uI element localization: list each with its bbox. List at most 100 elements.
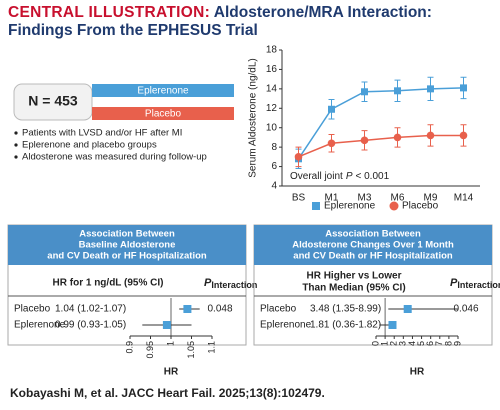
p-value: 0.046 (453, 304, 478, 315)
marker (393, 133, 402, 142)
panel-header (254, 225, 492, 265)
x-tick-label: M6 (391, 193, 405, 204)
x-tick-label: 8 (443, 341, 453, 346)
x-axis-label: HR (410, 367, 425, 378)
annotation-rest: < 0.001 (355, 171, 389, 182)
x-tick-label: 1.1 (206, 341, 216, 354)
hr-marker (183, 305, 192, 313)
marker (294, 153, 303, 161)
bullet-text: Patients with LVSD and/or HF after MI (22, 128, 182, 139)
marker (327, 139, 336, 148)
row-estimate: 3.48 (1.35-8.99) (310, 304, 381, 315)
y-tick-label: 14 (266, 83, 278, 94)
legend-label: Eplerenone (324, 201, 376, 212)
hr-marker (403, 305, 412, 313)
x-tick-label: 0 (370, 341, 380, 346)
annotation: Overall joint P < 0.001 (290, 171, 390, 182)
x-tick-label: M1 (325, 193, 339, 204)
x-tick-label: 4 (407, 341, 417, 346)
x-tick-label: 5 (416, 341, 426, 346)
annotation-p: P (346, 171, 353, 182)
p-label: P (204, 277, 212, 289)
group-bar (92, 84, 234, 97)
x-tick-label: M9 (424, 193, 438, 204)
x-tick-label: 6 (425, 341, 435, 346)
x-tick-label: 0.95 (145, 341, 155, 359)
x-tick-label: M14 (454, 193, 474, 204)
x-tick-label: 7 (434, 341, 444, 346)
marker (328, 105, 335, 113)
p-header: PInteraction (204, 277, 257, 290)
p-label: P (450, 277, 458, 289)
bullet-dot (14, 143, 18, 147)
marker (459, 131, 468, 140)
panel-title: and CV Death or HF Hospitalization (47, 251, 207, 262)
x-tick-label: 3 (398, 341, 408, 346)
column-header: HR for 1 ng/dL (95% CI) (53, 278, 164, 289)
n-box (13, 83, 93, 121)
bullet-dot (14, 131, 18, 135)
marker (426, 131, 435, 140)
bullet-dot (14, 155, 18, 159)
row-label: Placebo (260, 304, 297, 315)
row-label: Placebo (14, 304, 51, 315)
column-header: HR Higher vs Lower (306, 271, 401, 282)
x-tick-label: BS (292, 193, 306, 204)
x-tick-label: 1 (379, 341, 389, 346)
panel-title: Association Between (79, 229, 175, 240)
column-header: Than Median (95% CI) (302, 283, 405, 294)
panel-title: Baseline Aldosterone (79, 240, 176, 251)
legend-label: Placebo (402, 201, 439, 212)
series-line (297, 87, 464, 160)
group-label: Placebo (145, 109, 182, 120)
x-tick-label: 2 (389, 341, 399, 346)
header-title: Aldosterone/MRA Interaction: Findings Fr… (8, 4, 432, 39)
y-tick-label: 16 (266, 64, 278, 75)
panel-title: and CV Death or HF Hospitalization (293, 251, 453, 262)
y-tick-label: 12 (266, 103, 278, 114)
y-tick-label: 10 (266, 122, 278, 133)
marker (427, 85, 434, 93)
x-axis-label: HR (164, 367, 179, 378)
y-tick-label: 4 (271, 181, 277, 192)
x-tick-label: 0.9 (124, 341, 134, 354)
legend-marker (389, 201, 399, 211)
y-tick-label: 18 (266, 45, 278, 56)
hr-marker (162, 321, 171, 329)
x-tick-label: M3 (358, 193, 372, 204)
row-label: Eplerenone (14, 320, 66, 331)
group-bar (92, 107, 234, 120)
row-label: Eplerenone (260, 320, 312, 331)
bullet-text: Aldosterone was measured during follow-u… (22, 152, 207, 163)
bullet-text: Eplerenone and placebo groups (22, 140, 157, 151)
footer: Kobayashi M, et al. JACC Heart Fail. 202… (10, 386, 325, 400)
p-value: 0.048 (207, 304, 232, 315)
header: CENTRAL ILLUSTRATION: Aldosterone/MRA In… (8, 4, 494, 40)
row-estimate: 0.99 (0.93-1.05) (55, 320, 126, 331)
panel-header (8, 225, 246, 265)
header-label: CENTRAL ILLUSTRATION: (8, 4, 211, 21)
hr-marker (388, 321, 397, 329)
marker (394, 87, 401, 95)
row-estimate: 1.04 (1.02-1.07) (55, 304, 126, 315)
marker (360, 136, 369, 145)
legend-marker (312, 202, 320, 210)
n-label: N = 453 (28, 93, 78, 109)
y-axis-label: Serum Aldosterone (ng/dL) (248, 58, 259, 178)
p-header: PInteraction (450, 277, 500, 290)
marker (361, 88, 368, 96)
y-tick-label: 6 (271, 161, 277, 172)
x-tick-label: 9 (452, 341, 462, 346)
p-sub: Interaction (211, 280, 257, 290)
x-tick-label: 1 (165, 341, 175, 346)
series-line (298, 134, 464, 158)
x-tick-label: 1.05 (186, 341, 196, 359)
y-tick-label: 8 (271, 142, 277, 153)
panel-title: Aldosterone Changes Over 1 Month (292, 240, 454, 251)
annotation-text: Overall joint (290, 171, 343, 182)
marker (460, 84, 467, 92)
panel-title: Association Between (325, 229, 421, 240)
row-estimate: 1.81 (0.36-1.82) (310, 320, 381, 331)
